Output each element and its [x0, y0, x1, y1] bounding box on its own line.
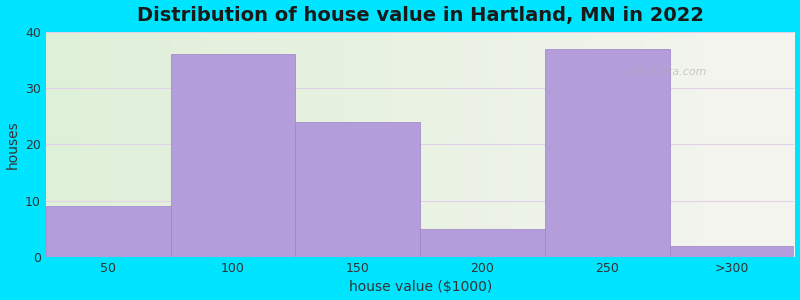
Bar	[545, 49, 670, 257]
X-axis label: house value ($1000): house value ($1000)	[349, 280, 492, 294]
Bar	[295, 122, 420, 257]
Text: City-Data.com: City-Data.com	[627, 67, 707, 77]
Bar	[670, 246, 794, 257]
Y-axis label: houses: houses	[6, 120, 19, 169]
Bar	[46, 206, 170, 257]
Bar	[170, 54, 295, 257]
Title: Distribution of house value in Hartland, MN in 2022: Distribution of house value in Hartland,…	[137, 6, 704, 25]
Bar	[420, 229, 545, 257]
